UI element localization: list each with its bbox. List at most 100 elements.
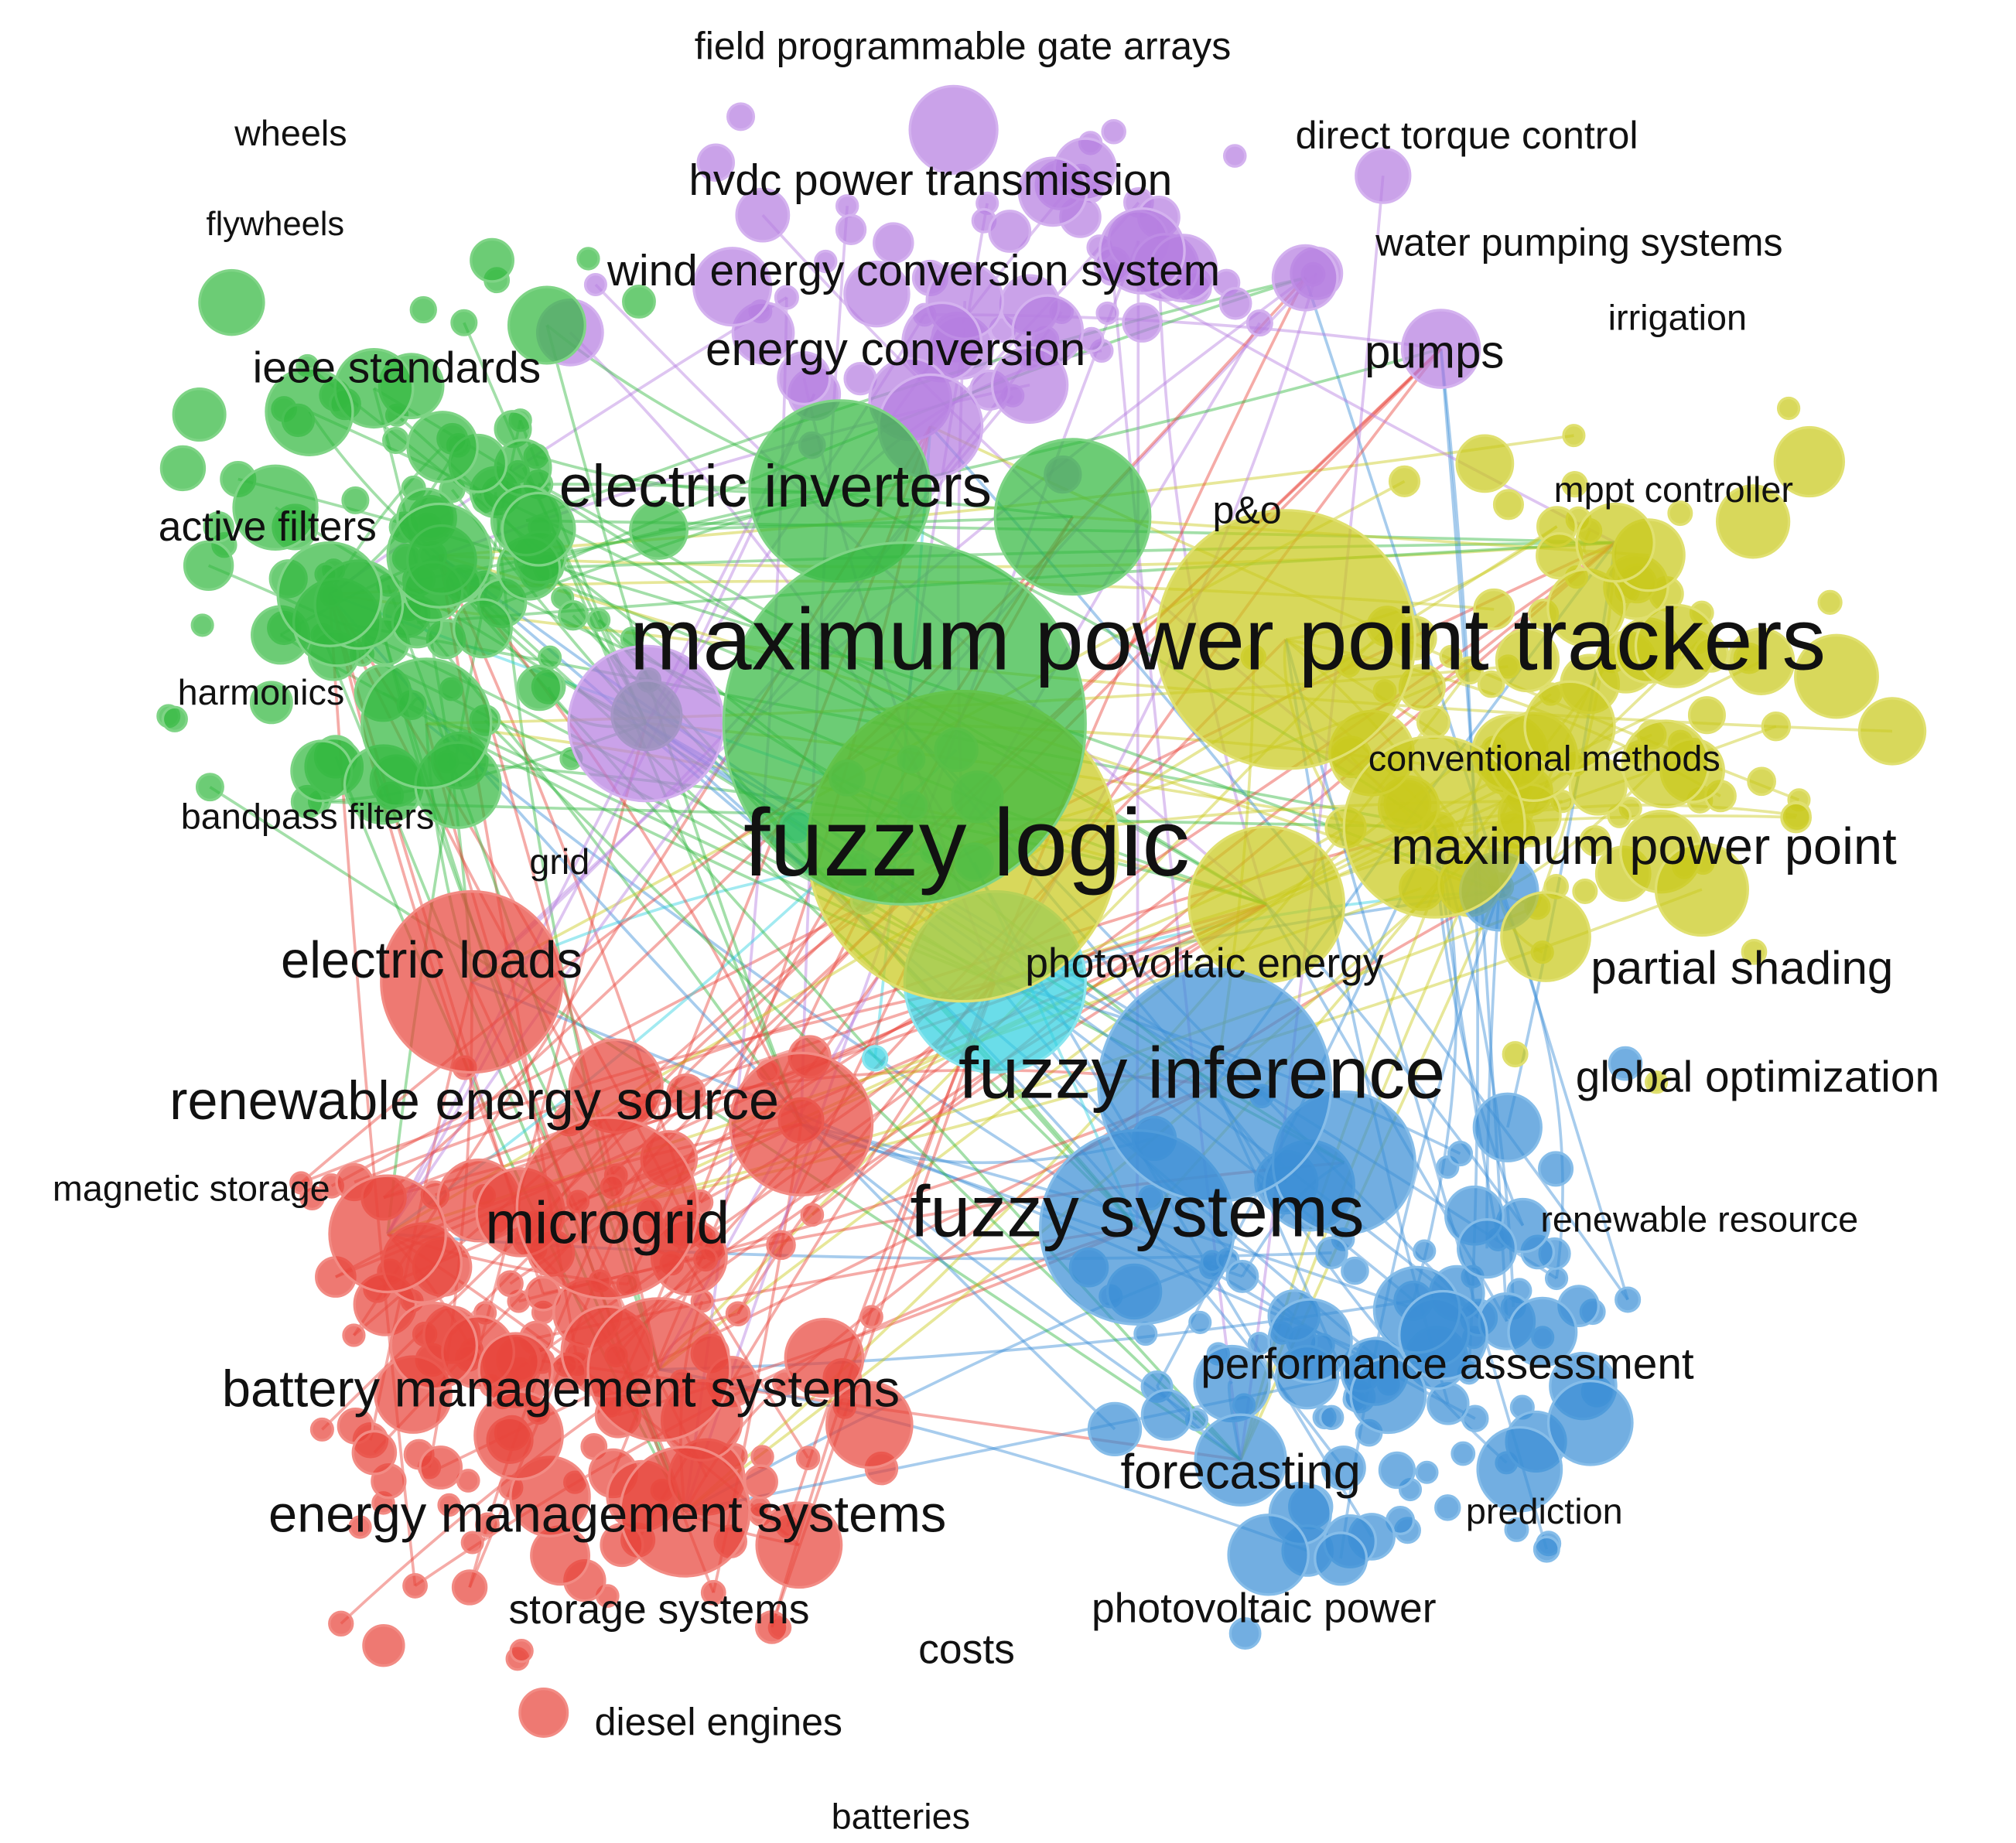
node-bubble: [1017, 156, 1088, 227]
node-bubble: [1227, 1514, 1310, 1596]
node-bubble: [1245, 309, 1273, 337]
node-label: storage systems: [508, 1587, 809, 1633]
node-bubble: [1492, 489, 1524, 520]
node-bubble: [692, 247, 773, 327]
node-bubble: [1608, 1046, 1643, 1081]
node-label: hvdc power transmission: [689, 156, 1172, 205]
node-bubble: [725, 1301, 751, 1327]
node-bubble: [265, 367, 354, 456]
node-label: maximum power point trackers: [630, 590, 1826, 688]
node-bubble: [450, 309, 478, 336]
node-bubble: [1544, 1266, 1569, 1291]
node-bubble: [183, 540, 234, 591]
node-bubble: [389, 1302, 479, 1391]
node-bubble: [518, 1687, 569, 1738]
node-bubble: [1621, 719, 1710, 809]
node-bubble: [1457, 1218, 1518, 1279]
node-bubble: [451, 1569, 488, 1606]
node-bubble: [722, 541, 1087, 906]
node-bubble: [1439, 644, 1463, 668]
node-bubble: [766, 1230, 796, 1261]
node-bubble: [774, 285, 799, 310]
node-bubble: [1222, 144, 1247, 168]
node-bubble: [1225, 1260, 1259, 1293]
node-bubble: [515, 1116, 699, 1300]
node-bubble: [1561, 471, 1588, 498]
node-bubble: [861, 1045, 889, 1072]
node-bubble: [1413, 1239, 1437, 1263]
node-bubble: [402, 1573, 428, 1599]
node-label: electric loads: [281, 932, 583, 989]
node-bubble: [1533, 1535, 1560, 1563]
node-bubble: [1095, 301, 1119, 325]
node-bubble: [1654, 841, 1749, 937]
node-bubble: [1194, 1413, 1287, 1507]
edge: [1239, 175, 1385, 1460]
node-label: p&o: [1212, 488, 1281, 531]
node-bubble: [380, 889, 564, 1074]
node-label: water pumping systems: [1375, 221, 1782, 265]
node-bubble: [406, 411, 479, 483]
node-bubble: [1133, 1322, 1158, 1346]
node-bubble: [1434, 1494, 1461, 1521]
node-bubble: [1857, 697, 1927, 766]
node-bubble: [475, 1512, 500, 1538]
node-bubble: [1472, 1092, 1543, 1162]
labels: field programmable gate arrays wheels di…: [53, 25, 1939, 1837]
node-bubble: [750, 1445, 774, 1469]
node-bubble: [1218, 287, 1252, 320]
node-bubble: [1378, 1451, 1416, 1490]
node-label: irrigation: [1608, 298, 1747, 338]
node-bubble: [784, 1317, 865, 1398]
node-label: forecasting: [1120, 1445, 1360, 1499]
node-label: batteries: [832, 1796, 970, 1836]
node-label: conventional methods: [1368, 738, 1720, 778]
node-bubble: [1415, 1460, 1439, 1484]
node-label: diesel engines: [595, 1700, 842, 1743]
node-bubble: [460, 1531, 484, 1555]
node-bubble: [1318, 1404, 1345, 1431]
node-bubble: [299, 1185, 325, 1211]
bubbles: [156, 84, 1927, 1738]
node-bubble: [1398, 1289, 1488, 1381]
node-label: flywheels: [207, 206, 345, 243]
node-bubble: [1477, 670, 1505, 698]
node-label: performance assessment: [1201, 1340, 1694, 1388]
node-bubble: [509, 1639, 534, 1664]
node-label: fuzzy systems: [910, 1170, 1364, 1251]
node-label: prediction: [1466, 1491, 1623, 1531]
node-label: pumps: [1365, 326, 1504, 377]
edge: [471, 980, 1378, 1360]
node-bubble: [814, 249, 838, 274]
node-bubble: [800, 1203, 825, 1227]
node-bubble: [795, 1445, 821, 1471]
node-bubble: [1504, 1517, 1529, 1542]
node-bubble: [1495, 627, 1560, 693]
node-bubble: [501, 491, 576, 567]
node-bubble: [437, 1493, 461, 1517]
node-bubble: [1634, 603, 1719, 688]
node-bubble: [1271, 244, 1339, 312]
node-bubble: [516, 664, 563, 712]
node-label: microgrid: [485, 1189, 730, 1256]
node-bubble: [755, 1501, 843, 1589]
node-bubble: [1476, 1425, 1563, 1513]
node-label: fuzzy inference: [958, 1032, 1445, 1114]
edge: [1157, 217, 1268, 905]
node-bubble: [1321, 1445, 1366, 1491]
node-bubble: [195, 773, 224, 802]
node-bubble: [1341, 1256, 1369, 1285]
node-bubble: [735, 187, 791, 243]
node-bubble: [159, 445, 207, 492]
edge: [566, 903, 1267, 1374]
node-bubble: [1450, 1441, 1476, 1466]
node-bubble: [1575, 502, 1656, 583]
node-bubble: [203, 511, 234, 543]
node-bubble: [726, 102, 756, 131]
node-bubble: [1315, 1236, 1348, 1270]
node-bubble: [1507, 1296, 1578, 1367]
node-bubble: [453, 598, 513, 659]
node-bubble: [497, 1270, 524, 1298]
node-label: electric inverters: [559, 453, 992, 520]
node-label: partial shading: [1591, 942, 1893, 994]
